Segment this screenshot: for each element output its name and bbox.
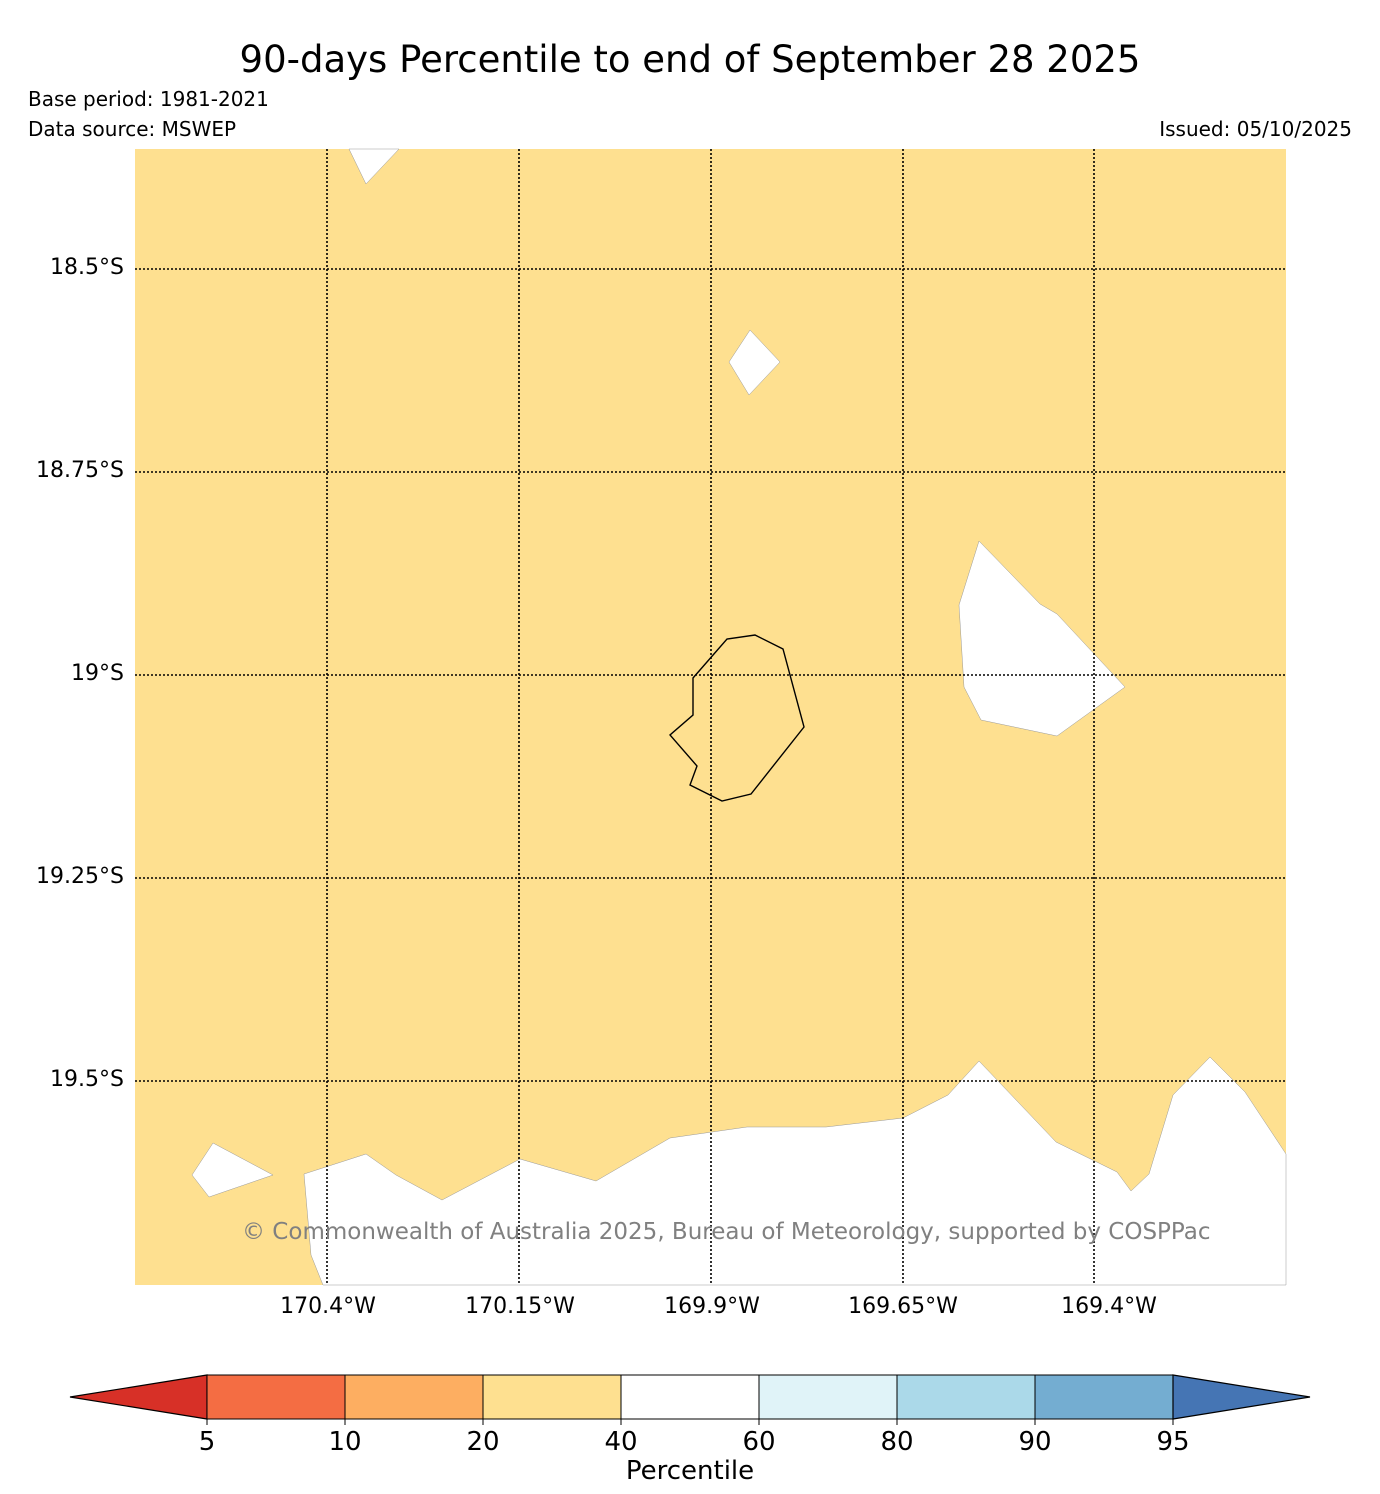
- colorbar-bin-60-80: [758, 1374, 898, 1420]
- colorbar-tick-60: 60: [742, 1427, 776, 1457]
- colorbar: [69, 1374, 1311, 1425]
- white-region-islet: [728, 329, 781, 396]
- lon-label-170-15w: 170.15°W: [465, 1294, 575, 1319]
- colorbar-bin-20-40: [482, 1374, 622, 1420]
- lon-label-170-4w: 170.4°W: [280, 1294, 376, 1319]
- colorbar-label: Percentile: [625, 1456, 755, 1486]
- white-region-south: [303, 1056, 1287, 1286]
- copyright-notice: © Commonwealth of Australia 2025, Bureau…: [242, 1219, 1211, 1245]
- colorbar-tick-20: 20: [466, 1427, 500, 1457]
- colorbar-bin-5-10: [206, 1374, 346, 1420]
- colorbar-tick-90: 90: [1018, 1427, 1052, 1457]
- island-coastline: [669, 634, 805, 802]
- colorbar-tick-5: 5: [198, 1427, 216, 1457]
- map-title: 90-days Percentile to end of September 2…: [239, 38, 1141, 81]
- colorbar-bin-40-60: [620, 1374, 760, 1420]
- colorbar-bin-10-20: [344, 1374, 484, 1420]
- data-source-text: Data source: MSWEP: [28, 117, 237, 141]
- longitude-gridlines: [326, 149, 1095, 1285]
- white-region-southwest: [191, 1142, 274, 1198]
- base-period-text: Base period: 1981-2021: [28, 87, 269, 111]
- white-region-east: [958, 540, 1126, 737]
- lat-label-18-5s: 18.5°S: [50, 255, 124, 280]
- lon-label-169-4w: 169.4°W: [1061, 1294, 1157, 1319]
- colorbar-bin-90-95: [1034, 1374, 1174, 1420]
- lat-label-18-75s: 18.75°S: [36, 458, 124, 483]
- colorbar-low-extend: [69, 1374, 208, 1420]
- lat-label-19s: 19°S: [71, 661, 124, 686]
- colorbar-tick-95: 95: [1156, 1427, 1190, 1457]
- lon-label-169-9w: 169.9°W: [664, 1294, 760, 1319]
- colorbar-tick-10: 10: [328, 1427, 362, 1457]
- colorbar-tick-80: 80: [880, 1427, 914, 1457]
- lat-label-19-25s: 19.25°S: [36, 864, 124, 889]
- issued-date-text: Issued: 05/10/2025: [1159, 117, 1352, 141]
- colorbar-bin-80-90: [896, 1374, 1036, 1420]
- colorbar-high-extend: [1172, 1374, 1311, 1420]
- colorbar-tick-40: 40: [604, 1427, 638, 1457]
- lon-label-169-65w: 169.65°W: [848, 1294, 958, 1319]
- lat-label-19-5s: 19.5°S: [50, 1067, 124, 1092]
- white-region-top: [348, 148, 400, 185]
